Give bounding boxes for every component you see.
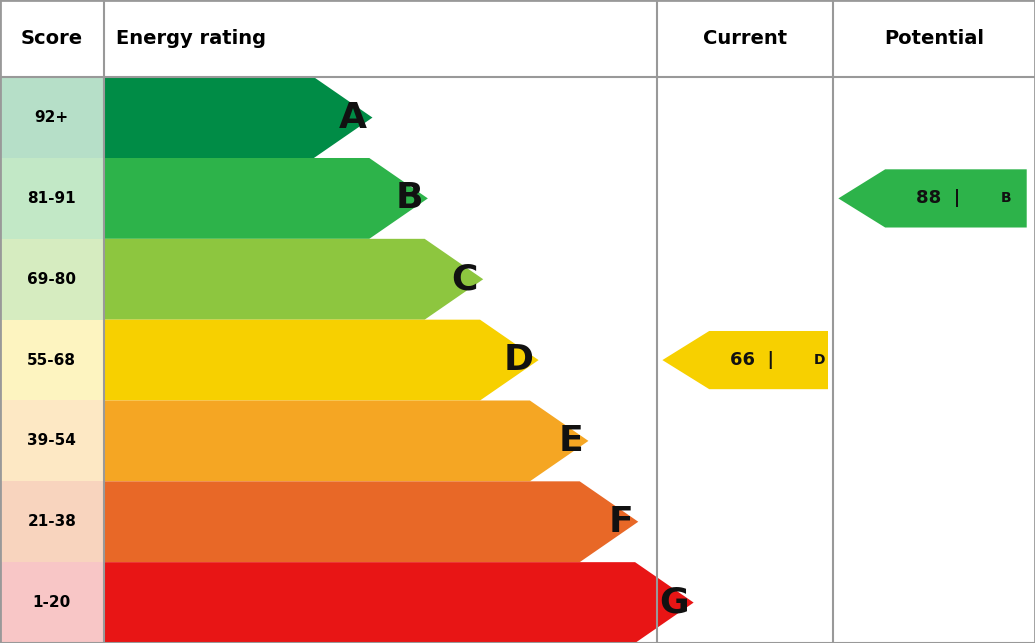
Polygon shape bbox=[662, 331, 828, 389]
Text: 69-80: 69-80 bbox=[27, 272, 77, 287]
Text: E: E bbox=[559, 424, 584, 458]
Text: Potential: Potential bbox=[884, 29, 984, 48]
Polygon shape bbox=[104, 320, 538, 401]
Text: 55-68: 55-68 bbox=[27, 352, 77, 368]
Text: G: G bbox=[659, 586, 688, 620]
Bar bbox=[0, 562, 104, 643]
Text: Score: Score bbox=[21, 29, 83, 48]
Polygon shape bbox=[104, 401, 589, 482]
Text: 39-54: 39-54 bbox=[27, 433, 77, 448]
Text: 1-20: 1-20 bbox=[33, 595, 70, 610]
Text: B: B bbox=[1001, 192, 1011, 205]
Bar bbox=[0, 401, 104, 482]
Bar bbox=[0, 158, 104, 239]
Polygon shape bbox=[838, 169, 1027, 228]
Text: 88  |: 88 | bbox=[916, 190, 960, 208]
Bar bbox=[0, 482, 104, 562]
Polygon shape bbox=[104, 239, 483, 320]
Text: D: D bbox=[503, 343, 533, 377]
Text: 21-38: 21-38 bbox=[27, 514, 77, 529]
Polygon shape bbox=[104, 77, 373, 158]
Polygon shape bbox=[104, 482, 639, 562]
Text: C: C bbox=[451, 262, 478, 296]
Bar bbox=[0, 77, 104, 158]
Polygon shape bbox=[104, 562, 693, 643]
Text: F: F bbox=[609, 505, 633, 539]
Text: 92+: 92+ bbox=[35, 110, 68, 125]
Text: A: A bbox=[339, 100, 367, 134]
Text: B: B bbox=[395, 181, 422, 215]
Text: Energy rating: Energy rating bbox=[116, 29, 266, 48]
Text: Current: Current bbox=[703, 29, 788, 48]
Polygon shape bbox=[104, 158, 427, 239]
Text: 66  |: 66 | bbox=[731, 351, 774, 369]
Text: 81-91: 81-91 bbox=[28, 191, 76, 206]
Text: D: D bbox=[814, 353, 825, 367]
Bar bbox=[0, 320, 104, 401]
Bar bbox=[0, 239, 104, 320]
